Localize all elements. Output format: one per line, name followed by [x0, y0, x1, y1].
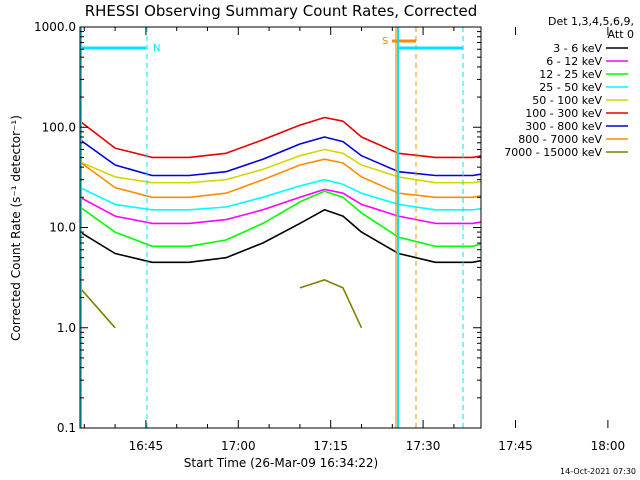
x-tick-label: 17:30 [406, 439, 441, 453]
series-line-100to300kev [80, 116, 481, 159]
footer-timestamp: 14-Oct-2021 07:30 [560, 467, 636, 476]
y-axis-label: Corrected Count Rate (s⁻¹ detector⁻¹) [9, 115, 23, 341]
series-line-7000to15000kev [80, 279, 363, 329]
series-line-3to6kev [80, 209, 481, 264]
legend-label: 100 - 300 keV [525, 107, 602, 120]
axis-ticks: 16:45 17:00 17:15 17:30 17:45 18:00 0.1 1.0 10.0… [34, 20, 625, 453]
legend-label: 25 - 50 keV [539, 81, 602, 94]
x-tick-label: 17:45 [498, 439, 533, 453]
y-tick-label: 100.0 [42, 120, 76, 134]
legend-label: 6 - 12 keV [546, 55, 602, 68]
series-line-6to12kev [80, 188, 481, 225]
y-tick-label: 1000.0 [34, 20, 76, 34]
legend-label: 800 - 7000 keV [518, 133, 602, 146]
legend-label: 7000 - 15000 keV [504, 146, 602, 159]
x-tick-label: 16:45 [129, 439, 164, 453]
legend-header-line-2: Att 0 [608, 28, 634, 41]
legend-label: 12 - 25 keV [539, 68, 602, 81]
series-line-12to25kev [80, 190, 481, 248]
night-label: N [153, 43, 160, 54]
y-tick-label: 0.1 [57, 421, 76, 435]
plot-area [80, 116, 481, 329]
saa-label: S [382, 36, 388, 47]
legend-label: 300 - 800 keV [525, 120, 602, 133]
x-axis-label: Start Time (26-Mar-09 16:34:22) [184, 456, 378, 470]
series-line-300to800kev [80, 136, 481, 177]
x-tick-label: 17:15 [313, 439, 348, 453]
x-tick-label: 17:00 [221, 439, 256, 453]
series-line-800to7000kev [80, 158, 481, 199]
legend-header-line-1: Det 1,3,4,5,6,9, [548, 15, 634, 28]
legend-label: 50 - 100 keV [532, 94, 602, 107]
y-tick-label: 10.0 [49, 221, 76, 235]
data-layer [80, 116, 481, 329]
y-tick-label: 1.0 [57, 321, 76, 335]
legend-label: 3 - 6 keV [553, 42, 602, 55]
series-line-50to100kev [80, 148, 481, 184]
chart-title: RHESSI Observing Summary Count Rates, Co… [85, 2, 478, 20]
x-tick-label: 18:00 [591, 439, 626, 453]
series-line-25to50kev [80, 178, 481, 211]
